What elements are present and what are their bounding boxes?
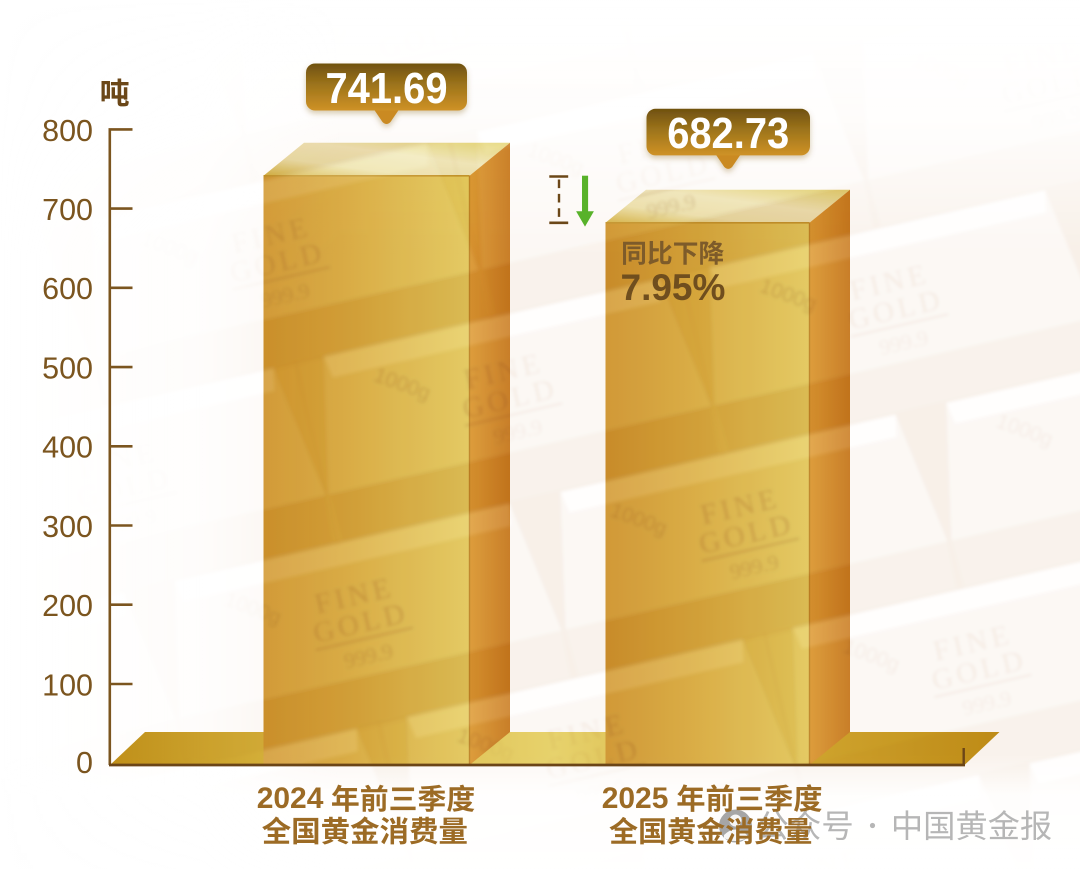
svg-text:2024: 2024 [257,782,324,815]
svg-text:500: 500 [42,351,93,385]
svg-text:200: 200 [42,589,93,623]
svg-text:2025: 2025 [602,782,669,815]
svg-text:400: 400 [42,431,93,465]
svg-text:300: 300 [42,510,93,544]
svg-text:682.73: 682.73 [667,109,789,158]
svg-text:700: 700 [42,193,93,227]
svg-text:600: 600 [42,272,93,306]
svg-text:741.69: 741.69 [326,64,448,113]
svg-text:7.95%: 7.95% [621,267,726,308]
svg-text:800: 800 [42,114,93,148]
svg-text:0: 0 [76,746,93,780]
svg-text:100: 100 [42,668,93,702]
